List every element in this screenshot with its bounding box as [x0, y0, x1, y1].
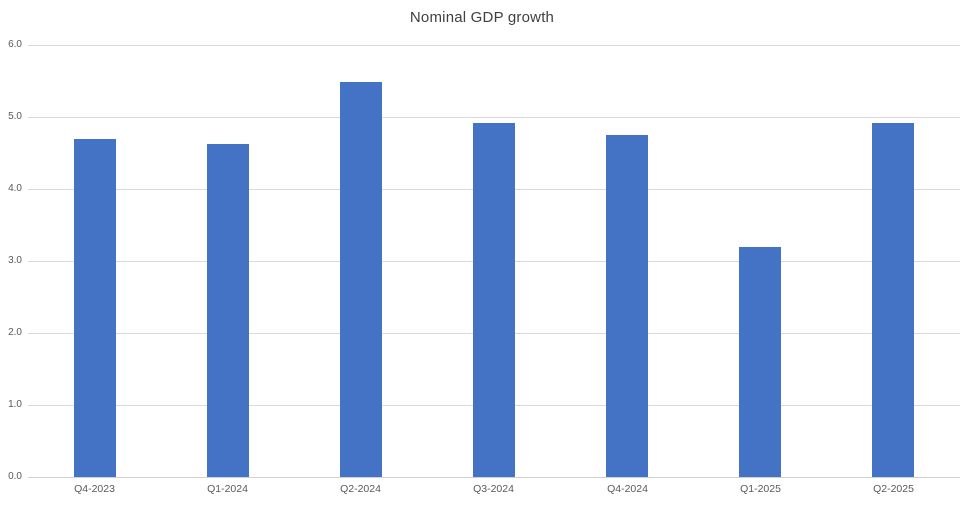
y-tick-label: 3.0 — [8, 255, 22, 266]
bar-q2-2025 — [872, 123, 914, 477]
gridline — [28, 45, 960, 46]
x-axis-line — [28, 477, 960, 478]
bar-q2-2024 — [340, 82, 382, 477]
y-tick-label: 0.0 — [8, 471, 22, 482]
x-axis: Q4-2023 Q1-2024 Q2-2024 Q3-2024 Q4-2024 Q1-20… — [28, 482, 960, 498]
x-tick-label: Q4-2023 — [74, 483, 115, 495]
plot-area — [28, 45, 960, 478]
x-tick-label: Q2-2025 — [873, 483, 914, 495]
bar-q1-2024 — [207, 144, 249, 477]
bar-q1-2025 — [739, 247, 781, 477]
x-tick-label: Q4-2024 — [607, 483, 648, 495]
bar-q3-2024 — [473, 123, 515, 477]
gridline — [28, 117, 960, 118]
bar-q4-2023 — [74, 139, 116, 477]
y-tick-label: 2.0 — [8, 327, 22, 338]
x-tick-label: Q2-2024 — [340, 483, 381, 495]
bar-q4-2024 — [606, 135, 648, 477]
y-tick-label: 5.0 — [8, 111, 22, 122]
x-tick-label: Q1-2024 — [207, 483, 248, 495]
y-tick-label: 1.0 — [8, 399, 22, 410]
x-tick-label: Q1-2025 — [740, 483, 781, 495]
x-tick-label: Q3-2024 — [473, 483, 514, 495]
y-tick-label: 4.0 — [8, 183, 22, 194]
chart-title: Nominal GDP growth — [409, 9, 555, 26]
y-axis: 0.0 1.0 2.0 3.0 4.0 5.0 6.0 — [0, 39, 22, 482]
y-tick-label: 6.0 — [8, 39, 22, 50]
